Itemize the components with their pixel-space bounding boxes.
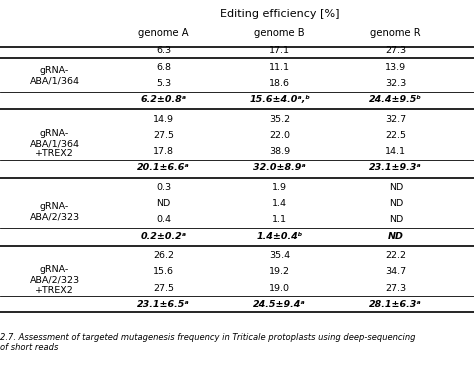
Text: gRNA-
ABA/2/323
+TREX2: gRNA- ABA/2/323 +TREX2: [29, 265, 80, 295]
Text: ND: ND: [389, 183, 403, 192]
Text: 27.5: 27.5: [153, 283, 174, 292]
Text: 2.7. Assessment of targeted mutagenesis frequency in Triticale protoplasts using: 2.7. Assessment of targeted mutagenesis …: [0, 333, 416, 352]
Text: ND: ND: [156, 199, 171, 208]
Text: 27.3: 27.3: [385, 283, 406, 292]
Text: 18.6: 18.6: [269, 79, 290, 88]
Text: 6.2±0.8ᵃ: 6.2±0.8ᵃ: [140, 95, 187, 104]
Text: 1.1: 1.1: [272, 215, 287, 224]
Text: genome B: genome B: [255, 28, 305, 38]
Text: 34.7: 34.7: [385, 267, 406, 276]
Text: 24.4±9.5ᵇ: 24.4±9.5ᵇ: [369, 95, 422, 104]
Text: 23.1±6.5ᵃ: 23.1±6.5ᵃ: [137, 300, 190, 309]
Text: 32.0±8.9ᵃ: 32.0±8.9ᵃ: [253, 163, 306, 173]
Text: 27.5: 27.5: [153, 131, 174, 140]
Text: 1.4±0.4ᵇ: 1.4±0.4ᵇ: [256, 232, 303, 241]
Text: 5.3: 5.3: [156, 79, 171, 88]
Text: 38.9: 38.9: [269, 147, 290, 156]
Text: 13.9: 13.9: [385, 63, 406, 72]
Text: gRNA-
ABA/2/323: gRNA- ABA/2/323: [29, 202, 80, 221]
Text: 6.8: 6.8: [156, 63, 171, 72]
Text: 32.7: 32.7: [385, 115, 406, 124]
Text: gRNA-
ABA/1/364: gRNA- ABA/1/364: [29, 66, 80, 85]
Text: genome A: genome A: [138, 28, 189, 38]
Text: 15.6±4.0ᵃ,ᵇ: 15.6±4.0ᵃ,ᵇ: [249, 95, 310, 104]
Text: 35.4: 35.4: [269, 251, 290, 260]
Text: 19.2: 19.2: [269, 267, 290, 276]
Text: 22.2: 22.2: [385, 251, 406, 260]
Text: 26.2: 26.2: [153, 251, 174, 260]
Text: 15.6: 15.6: [153, 267, 174, 276]
Text: ND: ND: [389, 215, 403, 224]
Text: ND: ND: [388, 232, 404, 241]
Text: 22.5: 22.5: [385, 131, 406, 140]
Text: genome R: genome R: [371, 28, 421, 38]
Text: 35.2: 35.2: [269, 115, 290, 124]
Text: 14.9: 14.9: [153, 115, 174, 124]
Text: 0.3: 0.3: [156, 183, 171, 192]
Text: gRNA-
ABA/1/364
+TREX2: gRNA- ABA/1/364 +TREX2: [29, 129, 80, 158]
Text: Editing efficiency [%]: Editing efficiency [%]: [220, 9, 339, 19]
Text: 20.1±6.6ᵃ: 20.1±6.6ᵃ: [137, 163, 190, 173]
Text: 24.5±9.4ᵃ: 24.5±9.4ᵃ: [253, 300, 306, 309]
Text: ND: ND: [389, 199, 403, 208]
Text: 17.1: 17.1: [269, 46, 290, 55]
Text: 1.4: 1.4: [272, 199, 287, 208]
Text: 23.1±9.3ᵃ: 23.1±9.3ᵃ: [369, 163, 422, 173]
Text: 22.0: 22.0: [269, 131, 290, 140]
Text: 1.9: 1.9: [272, 183, 287, 192]
Text: 0.2±0.2ᵃ: 0.2±0.2ᵃ: [140, 232, 187, 241]
Text: 32.3: 32.3: [385, 79, 406, 88]
Text: 14.1: 14.1: [385, 147, 406, 156]
Text: 17.8: 17.8: [153, 147, 174, 156]
Text: 27.3: 27.3: [385, 46, 406, 55]
Text: 28.1±6.3ᵃ: 28.1±6.3ᵃ: [369, 300, 422, 309]
Text: 0.4: 0.4: [156, 215, 171, 224]
Text: 11.1: 11.1: [269, 63, 290, 72]
Text: 6.3: 6.3: [156, 46, 171, 55]
Text: 19.0: 19.0: [269, 283, 290, 292]
